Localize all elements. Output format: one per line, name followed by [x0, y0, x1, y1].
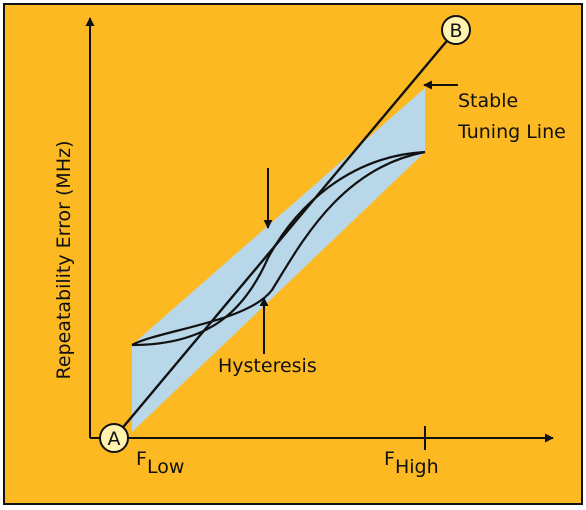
hysteresis-curve-lower: [131, 150, 426, 346]
y-axis-label: Repeatability Error (MHz): [53, 141, 75, 380]
x-tick-high-main: F: [384, 448, 395, 470]
point-a-label: A: [108, 428, 121, 450]
stable-tuning-line: [113, 29, 457, 439]
x-tick-low-label: FLow: [136, 448, 184, 478]
stable-line-label-2: Tuning Line: [457, 121, 566, 143]
x-tick-high-sub: High: [395, 456, 439, 478]
stable-line-label-1: Stable: [458, 90, 518, 112]
point-b-label: B: [449, 20, 462, 42]
x-tick-high-label: FHigh: [384, 448, 439, 478]
hysteresis-label: Hysteresis: [218, 355, 317, 377]
hysteresis-curve-upper: [131, 150, 426, 347]
x-tick-low-sub: Low: [147, 456, 184, 478]
point-a-circle: [99, 423, 129, 453]
point-b-circle: [441, 15, 471, 45]
x-tick-low-main: F: [136, 448, 147, 470]
hysteresis-band: [132, 88, 425, 432]
